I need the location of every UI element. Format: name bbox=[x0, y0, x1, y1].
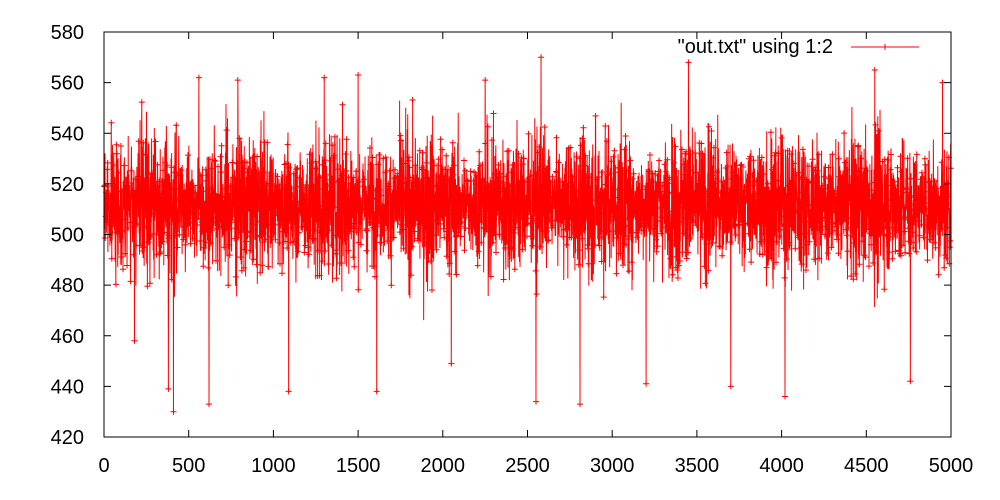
legend-label: "out.txt" using 1:2 bbox=[678, 36, 833, 58]
x-tick-label: 0 bbox=[98, 455, 109, 477]
x-tick-label: 3000 bbox=[590, 455, 635, 477]
y-tick-label: 460 bbox=[51, 326, 84, 348]
x-tick-label: 2000 bbox=[421, 455, 466, 477]
x-tick-label: 5000 bbox=[929, 455, 974, 477]
y-tick-label: 440 bbox=[51, 376, 84, 398]
series-line bbox=[101, 54, 954, 415]
x-tick-label: 1500 bbox=[336, 455, 381, 477]
y-tick-label: 500 bbox=[51, 225, 84, 247]
x-tick-labels: 0 500 1000 1500 2000 2500 3000 3500 4000 4500 5000 bbox=[98, 455, 973, 477]
y-tick-label: 540 bbox=[51, 123, 84, 145]
axis-ticks bbox=[103, 31, 952, 438]
y-tick-labels: 420 440 460 480 500 520 540 560 580 bbox=[51, 22, 84, 449]
legend-marker bbox=[882, 44, 888, 50]
y-tick-label: 560 bbox=[51, 73, 84, 95]
x-tick-label: 1000 bbox=[251, 455, 296, 477]
y-tick-label: 480 bbox=[51, 275, 84, 297]
legend: "out.txt" using 1:2 bbox=[678, 36, 919, 58]
x-tick-label: 4000 bbox=[759, 455, 804, 477]
legend-line-sample bbox=[851, 44, 919, 50]
x-tick-label: 500 bbox=[172, 455, 205, 477]
x-tick-label: 4500 bbox=[844, 455, 889, 477]
y-tick-label: 580 bbox=[51, 22, 84, 44]
y-tick-label: 520 bbox=[51, 174, 84, 196]
y-tick-label: 420 bbox=[51, 427, 84, 449]
x-tick-label: 3500 bbox=[675, 455, 720, 477]
x-tick-label: 2500 bbox=[505, 455, 550, 477]
